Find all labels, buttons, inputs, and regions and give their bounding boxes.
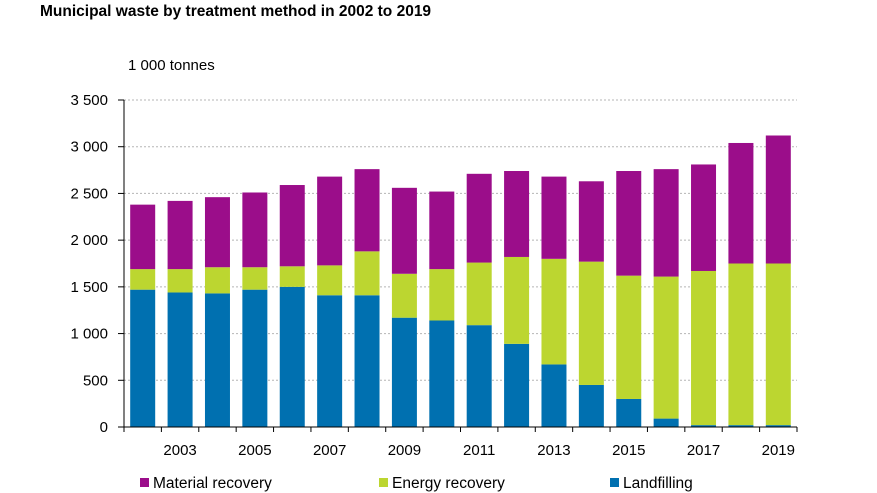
bar-landfilling-2004 [204, 293, 230, 427]
x-tick-label: 2013 [537, 442, 570, 459]
y-tick-label: 1 500 [70, 279, 108, 296]
bar-landfilling-2019 [765, 425, 791, 427]
bar-energy-recovery-2019 [765, 263, 791, 426]
bar-energy-recovery-2015 [616, 275, 642, 399]
bar-landfilling-2012 [504, 343, 530, 427]
bar-energy-recovery-2010 [429, 269, 455, 321]
x-tick-label: 2017 [687, 442, 720, 459]
bar-energy-recovery-2012 [504, 256, 530, 344]
bar-material-recovery-2011 [466, 173, 492, 263]
bar-energy-recovery-2016 [653, 276, 679, 419]
legend-swatch-landfilling [610, 478, 619, 487]
bars [130, 135, 791, 427]
x-tick-label: 2007 [313, 442, 346, 459]
bar-material-recovery-2009 [391, 187, 417, 274]
bar-material-recovery-2013 [541, 176, 567, 259]
bar-energy-recovery-2011 [466, 262, 492, 326]
x-tick-label: 2015 [612, 442, 645, 459]
bar-landfilling-2011 [466, 325, 492, 427]
bar-landfilling-2006 [279, 286, 305, 427]
bar-landfilling-2018 [728, 425, 754, 427]
y-tick-label: 3 000 [70, 139, 108, 156]
bar-material-recovery-2006 [279, 185, 305, 267]
bar-energy-recovery-2009 [391, 273, 417, 318]
x-tick-label: 2011 [463, 442, 495, 459]
bar-landfilling-2014 [578, 384, 604, 427]
bar-material-recovery-2010 [429, 191, 455, 270]
bar-landfilling-2013 [541, 364, 567, 427]
bar-landfilling-2016 [653, 418, 679, 427]
bar-landfilling-2017 [691, 425, 717, 427]
y-tick-label: 0 [100, 419, 108, 436]
bar-energy-recovery-2006 [279, 266, 305, 287]
bar-material-recovery-2017 [691, 164, 717, 271]
x-tick-label: 2019 [762, 442, 795, 459]
chart-title: Municipal waste by treatment method in 2… [40, 3, 432, 20]
bar-landfilling-2002 [130, 289, 156, 427]
bar-landfilling-2009 [391, 317, 417, 427]
y-tick-label: 2 000 [70, 232, 108, 249]
bar-energy-recovery-2014 [578, 261, 604, 385]
bar-energy-recovery-2017 [691, 270, 717, 426]
legend-swatch-material-recovery [140, 478, 149, 487]
bar-landfilling-2007 [317, 295, 343, 427]
legend-swatch-energy-recovery [379, 478, 388, 487]
bar-landfilling-2010 [429, 320, 455, 427]
y-axis-unit-label: 1 000 tonnes [128, 57, 215, 74]
x-tick-label: 2009 [388, 442, 421, 459]
bar-energy-recovery-2008 [354, 251, 380, 296]
legend-label-material-recovery: Material recovery [153, 475, 272, 492]
bar-energy-recovery-2018 [728, 263, 754, 426]
bar-material-recovery-2014 [578, 181, 604, 262]
bar-material-recovery-2007 [317, 176, 343, 266]
bar-landfilling-2003 [167, 292, 193, 427]
y-tick-label: 2 500 [70, 185, 108, 202]
bar-landfilling-2005 [242, 289, 268, 427]
y-tick-label: 3 500 [70, 92, 108, 109]
bar-energy-recovery-2007 [317, 265, 343, 296]
gridlines [124, 99, 797, 381]
legend-label-landfilling: Landfilling [623, 475, 693, 492]
bar-landfilling-2015 [616, 398, 642, 427]
x-axis-ticks: 2003 2005 2007 2009 2011 2013 2015 2017 2019 [123, 427, 798, 459]
bar-energy-recovery-2002 [130, 269, 156, 290]
bar-material-recovery-2008 [354, 169, 380, 252]
bar-material-recovery-2016 [653, 169, 679, 277]
bar-energy-recovery-2003 [167, 269, 193, 293]
bar-material-recovery-2018 [728, 142, 754, 264]
bar-material-recovery-2003 [167, 200, 193, 270]
legend-label-energy-recovery: Energy recovery [392, 475, 505, 492]
bar-material-recovery-2004 [204, 197, 230, 268]
bar-material-recovery-2005 [242, 192, 268, 268]
legend: Material recovery Energy recovery Landfill… [140, 475, 693, 492]
x-tick-label: 2003 [163, 442, 196, 459]
bar-material-recovery-2019 [765, 135, 791, 264]
y-tick-label: 500 [83, 372, 108, 389]
bar-material-recovery-2002 [130, 204, 156, 270]
bar-material-recovery-2015 [616, 171, 642, 276]
y-tick-label: 1 000 [70, 326, 108, 343]
bar-energy-recovery-2005 [242, 267, 268, 290]
bar-material-recovery-2012 [504, 171, 530, 257]
y-axis-ticks: 0 500 1 000 1 500 2 000 2 500 3 000 3 500 [70, 92, 125, 436]
bar-energy-recovery-2013 [541, 258, 567, 365]
bar-energy-recovery-2004 [204, 267, 230, 294]
bar-landfilling-2008 [354, 295, 380, 427]
x-tick-label: 2005 [238, 442, 271, 459]
